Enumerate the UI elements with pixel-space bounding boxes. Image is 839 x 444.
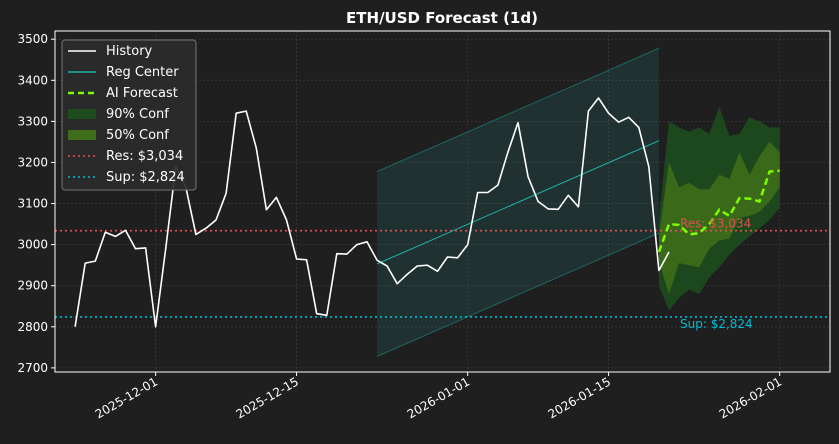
chart-title: ETH/USD Forecast (1d) — [346, 9, 538, 27]
forecast-line — [657, 169, 780, 253]
plot-frame — [54, 30, 831, 373]
y-tick-label: 2800 — [17, 320, 48, 334]
legend-swatch — [68, 109, 96, 119]
regression-lower-bound — [376, 232, 660, 357]
y-tick-label: 3000 — [17, 238, 48, 252]
series-lines — [55, 97, 830, 328]
legend-label: Sup: $2,824 — [106, 170, 185, 185]
y-tick-label: 2700 — [17, 361, 48, 375]
legend-label: AI Forecast — [106, 86, 178, 101]
legend-swatch — [68, 130, 96, 140]
regression-center-line — [376, 140, 660, 265]
y-tick-label: 2900 — [17, 279, 48, 293]
legend-label: 90% Conf — [106, 107, 169, 122]
legend-label: Reg Center — [106, 65, 179, 80]
support-annotation: Sup: $2,824 — [680, 317, 753, 331]
legend-label: History — [106, 44, 153, 59]
y-tick-label: 3300 — [17, 114, 48, 128]
legend-label: Res: $3,034 — [106, 149, 183, 164]
legend: History Reg Center AI Forecast 90% Conf 50% … — [61, 39, 197, 191]
y-tick-label: 3500 — [17, 32, 48, 46]
regression-upper-bound — [376, 47, 660, 172]
legend-label: 50% Conf — [106, 128, 169, 143]
resistance-annotation: Res: $3,034 — [680, 217, 751, 231]
y-tick-label: 3200 — [17, 155, 48, 169]
conf50-band — [658, 141, 780, 294]
y-tick-label: 3100 — [17, 197, 48, 211]
y-tick-label: 3400 — [17, 73, 48, 87]
legend-box — [61, 39, 197, 191]
